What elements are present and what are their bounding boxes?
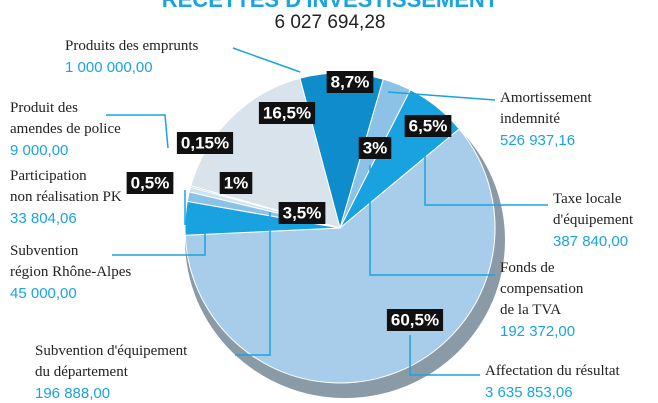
leader-line [369, 165, 495, 276]
leader-line [424, 145, 548, 206]
slice-name: Produit des amendes de police [10, 100, 121, 137]
value-label-box [258, 102, 316, 124]
slice-name: Subvention d'équipement du département [35, 343, 188, 380]
slice-name: Subvention région Rhône-Alpes [10, 243, 131, 280]
slice-name: Taxe locale d'équipement [553, 191, 634, 228]
slice-amount: 9 000,00 [10, 142, 68, 159]
value-label-box [176, 132, 234, 154]
leader-line [112, 225, 206, 256]
value-label: 0,15% [181, 133, 229, 152]
leader-line [232, 47, 301, 73]
slice-name: Amortissement indemnité [500, 90, 592, 127]
value-label: 1% [224, 173, 249, 192]
leader-line [106, 114, 169, 149]
value-label-box [219, 172, 253, 194]
slice-amount: 3 635 853,06 [485, 384, 573, 401]
value-label: 0,5% [131, 173, 170, 192]
value-label: 6,5% [409, 116, 448, 135]
chart-subtitle: 6 027 694,28 [275, 12, 386, 33]
leader-line [409, 335, 480, 376]
value-label-box [386, 309, 444, 331]
slice-amount: 45 000,00 [10, 285, 77, 302]
slice-name: Fonds de compensation de la TVA [500, 260, 584, 318]
leader-line [235, 212, 271, 356]
slice-name: Produits des emprunts [65, 38, 198, 54]
slice-name: Affectation du résultat [485, 363, 621, 379]
value-label: 3,5% [283, 203, 322, 222]
value-label-box [358, 137, 392, 159]
slice-name: Participation non réalisation PK [10, 168, 122, 205]
slice-amount: 526 937,16 [500, 132, 575, 149]
slice-amount: 192 372,00 [500, 323, 575, 340]
slice-amount: 1 000 000,00 [65, 59, 153, 76]
value-label: 60,5% [391, 310, 439, 329]
slice-amount: 33 804,06 [10, 210, 77, 227]
slice-amount: 387 840,00 [553, 233, 628, 250]
value-label: 3% [363, 138, 388, 157]
value-label-box [326, 71, 374, 93]
value-label-box [404, 115, 452, 137]
value-label: 8,7% [331, 72, 370, 91]
slice-amount: 196 888,00 [35, 385, 110, 402]
leader-line [387, 91, 496, 101]
value-label: 16,5% [263, 103, 311, 122]
chart-title: RECETTES D'INVESTISSEMENT [162, 0, 499, 12]
value-label-box [278, 202, 326, 224]
value-label-box [126, 172, 174, 194]
